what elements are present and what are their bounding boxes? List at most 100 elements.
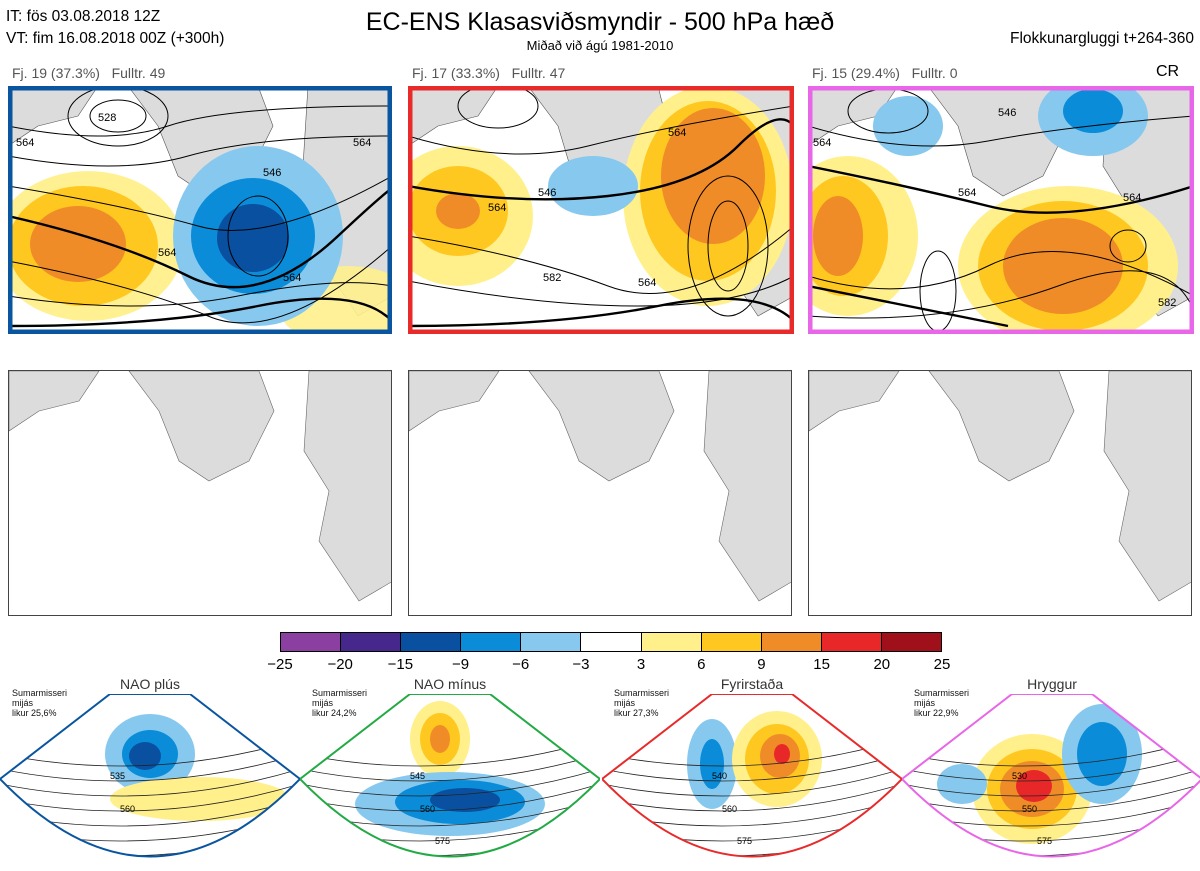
colorbar-tick-label: −20 xyxy=(327,656,353,673)
contour-label: 564 xyxy=(158,247,176,259)
regime-info-line: mijás xyxy=(312,698,334,708)
contour-label: 546 xyxy=(538,187,556,199)
contour-label: 575 xyxy=(737,836,752,846)
anomaly-blob xyxy=(1016,770,1052,802)
page-subtitle: Miðað við ágú 1981-2010 xyxy=(526,38,674,53)
valid-time: VT: fim 16.08.2018 00Z (+300h) xyxy=(6,30,225,47)
colorbar-tick-label: 25 xyxy=(933,656,951,673)
contour-label: 540 xyxy=(712,771,727,781)
init-time: IT: fös 03.08.2018 12Z xyxy=(6,8,161,25)
classification-window: Flokkunargluggi t+264-360 xyxy=(1010,30,1194,47)
contour-label: 560 xyxy=(120,804,135,814)
colorbar-segment xyxy=(281,633,342,651)
height-contour xyxy=(902,783,1200,812)
colorbar-tick-label: 15 xyxy=(813,656,830,673)
colorbar-segment xyxy=(641,633,702,651)
contour-label: 545 xyxy=(410,771,425,781)
cr-tag: CR xyxy=(1156,63,1180,80)
height-contour xyxy=(300,753,600,782)
contour-label: 564 xyxy=(353,137,371,149)
warm-anomaly xyxy=(813,196,863,276)
height-contour xyxy=(300,768,600,797)
colorbar-segment xyxy=(581,633,642,651)
regime-info: Sumarmisseri mijás likur 24,2% xyxy=(312,688,367,718)
colorbar-tick-label: −9 xyxy=(451,656,470,673)
anomaly-blob xyxy=(129,742,161,770)
colorbar-tick-label: −3 xyxy=(572,656,590,673)
anomaly-blob xyxy=(430,788,500,812)
regime-map: 540 560 575 xyxy=(602,694,902,858)
regime-frame xyxy=(0,694,300,858)
cold-anomaly xyxy=(548,156,638,216)
height-contour xyxy=(602,768,902,797)
height-contour xyxy=(902,768,1200,797)
contour-label: 582 xyxy=(1158,297,1176,309)
colorbar-tick-label: 9 xyxy=(757,656,766,673)
anomaly-blob xyxy=(937,764,987,804)
canada-land xyxy=(8,86,99,147)
regime-map: 545 560 575 xyxy=(300,694,600,858)
colorbar-tick-label: 3 xyxy=(636,656,646,673)
colorbar-segment xyxy=(881,633,942,651)
height-contour xyxy=(602,753,902,782)
regime-info-line: mijás xyxy=(12,698,34,708)
cluster-2-map: 546 564 564 582 564 xyxy=(408,86,794,334)
cold-anomaly xyxy=(1063,89,1123,133)
regime-title: NAO plús xyxy=(120,676,180,692)
cluster-2-label: Fj. 17 (33.3%) Fulltr. 47 xyxy=(412,65,566,81)
contour-label: 564 xyxy=(488,202,506,214)
regime-info-line: likur 25,6% xyxy=(12,708,57,718)
colorbar-segment xyxy=(701,633,762,651)
warm-anomaly xyxy=(436,193,480,229)
base-map-1 xyxy=(8,370,392,616)
warm-anomaly xyxy=(30,206,126,282)
regime-frame xyxy=(602,694,902,858)
height-contour xyxy=(300,783,600,812)
regime-frame xyxy=(902,694,1200,858)
colorbar-segment xyxy=(341,633,402,651)
cold-anomaly xyxy=(873,96,943,156)
colorbar-tick-label: −6 xyxy=(512,656,530,673)
cluster-3-label: Fj. 15 (29.4%) Fulltr. 0 xyxy=(812,65,958,81)
regime-info-line: Sumarmisseri xyxy=(914,688,970,698)
contour-label: 528 xyxy=(98,112,116,124)
regime-map: 530 550 575 xyxy=(902,694,1200,858)
height-contour xyxy=(602,783,902,812)
anomaly-blob xyxy=(774,744,790,764)
page-title: EC-ENS Klasasviðsmyndir - 500 hPa hæð xyxy=(365,8,835,36)
cluster-1-map: 564 564 528 564 546 564 xyxy=(8,86,392,334)
cluster-1-label: Fj. 19 (37.3%) Fulltr. 49 xyxy=(12,65,166,81)
height-contour xyxy=(902,753,1200,782)
regime-info: Sumarmisseri mijás likur 22,9% xyxy=(914,688,969,718)
contour-label: 535 xyxy=(110,771,125,781)
warm-anomaly xyxy=(661,108,765,244)
colorbar-segment xyxy=(461,633,522,651)
regime-title: NAO mínus xyxy=(413,676,487,692)
contour-label: 575 xyxy=(1037,836,1052,846)
contour-label: 530 xyxy=(1012,771,1027,781)
regime-info-line: likur 22,9% xyxy=(914,708,959,718)
colorbar-tick-label: 20 xyxy=(873,656,891,673)
colorbar-tick-label: 6 xyxy=(697,656,706,673)
cluster-frame xyxy=(408,86,794,334)
regime-info-line: Sumarmisseri xyxy=(12,688,68,698)
contour-label: 582 xyxy=(543,272,561,284)
cold-anomaly xyxy=(217,204,289,272)
contour-label: 546 xyxy=(263,167,281,179)
colorbar-segment xyxy=(401,633,462,651)
contour-label: 564 xyxy=(958,187,976,199)
regime-title: Fyrirstaða xyxy=(720,676,784,692)
regime-info-line: mijás xyxy=(614,698,636,708)
anomaly-blob xyxy=(1077,722,1127,786)
regime-info-line: Sumarmisseri xyxy=(614,688,670,698)
regime-info-line: likur 27,3% xyxy=(614,708,659,718)
anomaly-blob xyxy=(700,739,724,789)
regime-info-line: Sumarmisseri xyxy=(312,688,368,698)
regime-info-line: mijás xyxy=(914,698,936,708)
regime-frame xyxy=(300,694,600,858)
anomaly-blob xyxy=(110,777,290,821)
height-contour xyxy=(0,768,300,797)
regime-info: Sumarmisseri mijás likur 25,6% xyxy=(12,688,67,718)
colorbar-segment xyxy=(821,633,882,651)
contour-label: 560 xyxy=(420,804,435,814)
